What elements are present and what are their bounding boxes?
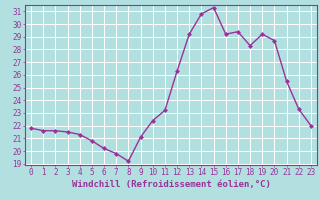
- X-axis label: Windchill (Refroidissement éolien,°C): Windchill (Refroidissement éolien,°C): [72, 180, 270, 189]
